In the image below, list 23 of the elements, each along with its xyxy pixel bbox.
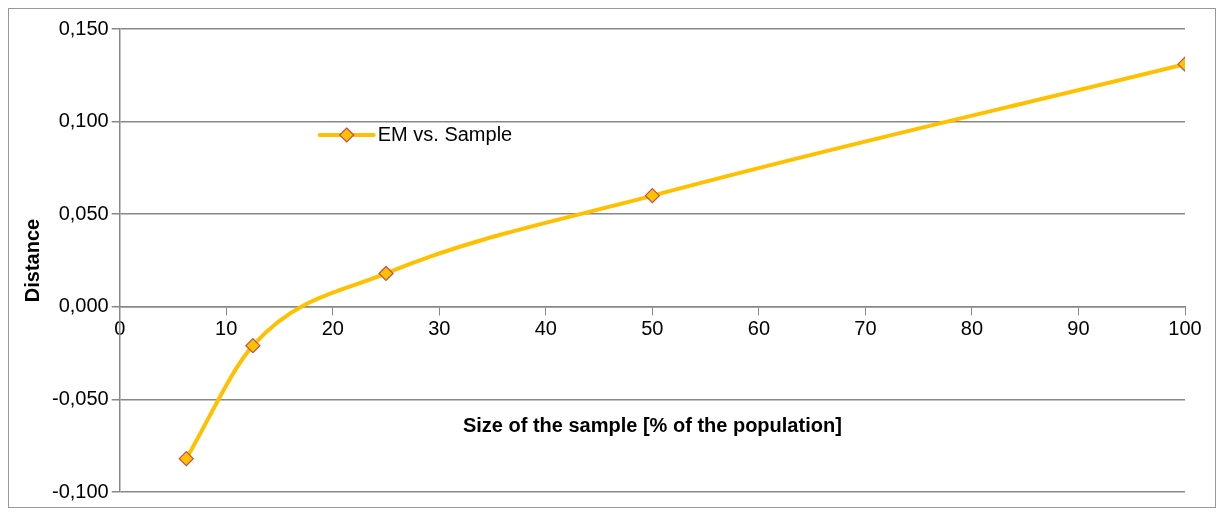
y-axis-title: Distance (20, 218, 43, 303)
y-tick-label: 0,000 (58, 294, 109, 317)
point (178, 451, 194, 467)
y-tick-label: -0,050 (51, 386, 109, 409)
x-tick-label: 40 (534, 317, 557, 340)
x-tick-label: 70 (854, 317, 877, 340)
x-tick-label: 60 (747, 317, 771, 340)
x-tick-label: 80 (960, 317, 984, 340)
x-axis-title: Size of the sample [% of the population] (462, 414, 842, 437)
x-tick-label: 90 (1067, 317, 1090, 340)
x-tick-label: 50 (641, 317, 664, 340)
x-tick-label: 20 (321, 317, 344, 340)
x-tick-label: 10 (215, 317, 238, 340)
x-tick-label: 30 (428, 317, 451, 340)
y-tick-label: 0,100 (58, 109, 109, 132)
x-tick-label: 100 (1168, 317, 1202, 340)
y-tick-label: -0,100 (51, 479, 109, 502)
legend-label: EM vs. Sample (377, 122, 513, 145)
point (644, 188, 660, 204)
y-tick-label: 0,150 (58, 16, 109, 39)
y-tick-label: 0,050 (58, 201, 109, 224)
point (378, 265, 394, 282)
point (245, 338, 261, 354)
